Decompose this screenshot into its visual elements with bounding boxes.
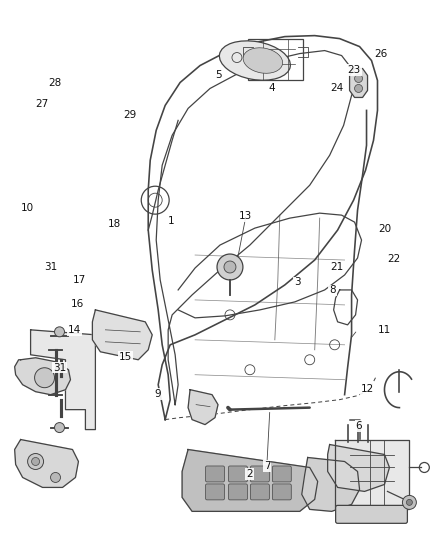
FancyBboxPatch shape <box>229 466 247 482</box>
Text: 13: 13 <box>239 211 252 221</box>
Text: 21: 21 <box>330 262 343 271</box>
Polygon shape <box>335 440 410 510</box>
Text: 31: 31 <box>44 262 57 271</box>
Circle shape <box>28 454 43 470</box>
Circle shape <box>217 254 243 280</box>
Text: 1: 1 <box>168 216 174 227</box>
Text: 24: 24 <box>330 83 343 93</box>
Text: 4: 4 <box>268 83 275 93</box>
Text: 6: 6 <box>355 421 362 431</box>
Polygon shape <box>328 445 389 491</box>
Text: 8: 8 <box>329 286 336 295</box>
Text: 7: 7 <box>264 461 270 471</box>
Polygon shape <box>188 390 218 425</box>
Circle shape <box>54 327 64 337</box>
Circle shape <box>32 457 39 465</box>
Circle shape <box>35 368 54 387</box>
Polygon shape <box>182 449 318 511</box>
Text: 28: 28 <box>49 78 62 88</box>
Circle shape <box>355 75 363 83</box>
Text: 3: 3 <box>294 278 301 287</box>
Ellipse shape <box>243 48 283 74</box>
Circle shape <box>224 261 236 273</box>
Text: 26: 26 <box>374 49 387 59</box>
Text: 29: 29 <box>123 110 136 120</box>
Text: 22: 22 <box>387 254 400 263</box>
Text: 12: 12 <box>361 384 374 394</box>
Text: 18: 18 <box>108 219 121 229</box>
Text: 20: 20 <box>378 224 392 235</box>
Circle shape <box>50 472 60 482</box>
Text: 17: 17 <box>73 275 86 285</box>
Polygon shape <box>14 358 71 394</box>
Polygon shape <box>92 310 152 360</box>
Circle shape <box>406 499 413 505</box>
Circle shape <box>54 423 64 433</box>
Text: 11: 11 <box>378 325 392 335</box>
Text: 5: 5 <box>215 70 223 80</box>
Polygon shape <box>350 69 367 98</box>
Text: 16: 16 <box>71 298 84 309</box>
Text: 27: 27 <box>35 99 49 109</box>
FancyBboxPatch shape <box>205 484 225 500</box>
Circle shape <box>403 495 417 510</box>
FancyBboxPatch shape <box>229 484 247 500</box>
Ellipse shape <box>219 41 290 80</box>
Text: 31: 31 <box>53 362 66 373</box>
Text: 9: 9 <box>155 389 161 399</box>
Polygon shape <box>14 440 78 487</box>
FancyBboxPatch shape <box>251 466 269 482</box>
Text: 23: 23 <box>348 65 361 75</box>
Polygon shape <box>31 330 95 430</box>
FancyBboxPatch shape <box>205 466 225 482</box>
FancyBboxPatch shape <box>272 466 291 482</box>
Circle shape <box>355 84 363 92</box>
FancyBboxPatch shape <box>272 484 291 500</box>
Text: 10: 10 <box>20 203 33 213</box>
FancyBboxPatch shape <box>336 505 407 523</box>
Text: 14: 14 <box>68 325 81 335</box>
FancyBboxPatch shape <box>251 484 269 500</box>
Text: 2: 2 <box>246 469 253 479</box>
Polygon shape <box>302 457 360 511</box>
Text: 15: 15 <box>119 352 132 362</box>
